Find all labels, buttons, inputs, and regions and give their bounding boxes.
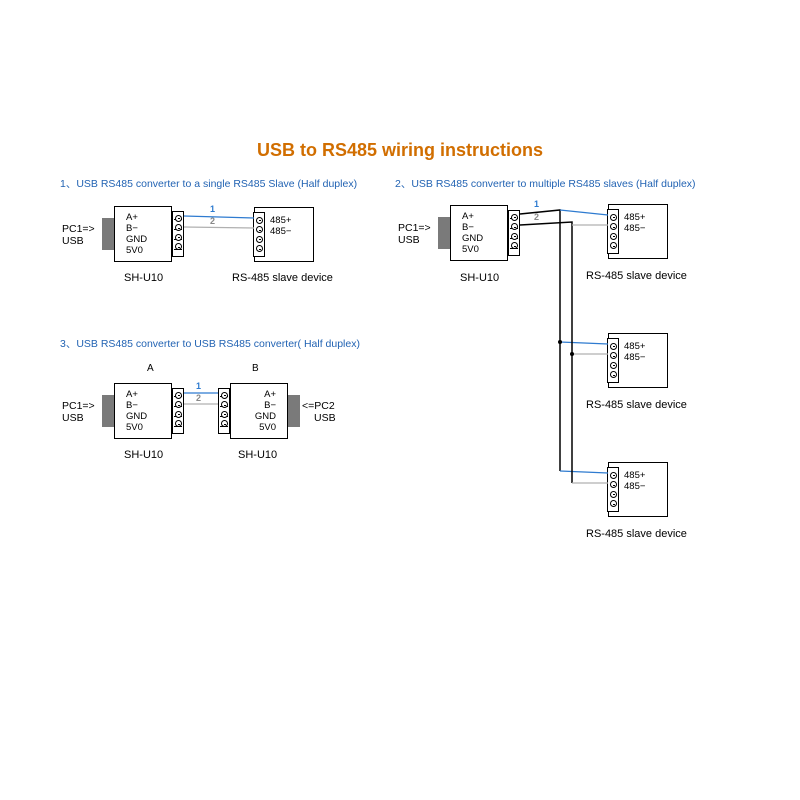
d1-shu10: A+ B− GND 5V0 — [102, 200, 184, 268]
d3-port-b: B — [252, 363, 259, 374]
d3-port-a: A — [147, 363, 154, 374]
d3-shu10-b-label: SH-U10 — [238, 449, 277, 461]
d2-slave-1-label: RS-485 slave device — [586, 270, 687, 282]
d2-slave-3-label: RS-485 slave device — [586, 528, 687, 540]
d3-wire1-num: 1 — [196, 381, 201, 391]
d1-shu10-label: SH-U10 — [124, 272, 163, 284]
d3-pc1-label: PC1=> USB — [62, 400, 95, 424]
d1-pc-label: PC1=> USB — [62, 223, 95, 247]
section-1-heading: 1、USB RS485 converter to a single RS485 … — [60, 176, 370, 191]
d1-slave: 485+ 485− — [254, 207, 314, 262]
d3-shu10-a: A+ B− GND 5V0 — [102, 377, 184, 445]
section-3-heading: 3、USB RS485 converter to USB RS485 conve… — [60, 336, 380, 351]
d2-slave-3: 485+ 485− — [608, 462, 668, 517]
d2-wire2-num: 2 — [534, 212, 539, 222]
d3-wire2-num: 2 — [196, 393, 201, 403]
d2-shu10: A+ B− GND 5V0 — [438, 199, 520, 267]
d1-wire1-num: 1 — [210, 204, 215, 214]
d2-slave-2: 485+ 485− — [608, 333, 668, 388]
section-2-heading: 2、USB RS485 converter to multiple RS485 … — [395, 176, 745, 191]
d2-slave-1: 485+ 485− — [608, 204, 668, 259]
main-title: USB to RS485 wiring instructions — [0, 140, 800, 161]
d3-pc2-label: <=PC2 USB — [302, 400, 336, 424]
d1-slave-label: RS-485 slave device — [232, 272, 333, 284]
d2-slave-2-label: RS-485 slave device — [586, 399, 687, 411]
diagram-canvas: USB to RS485 wiring instructions 1、USB R… — [0, 0, 800, 800]
d3-shu10-a-label: SH-U10 — [124, 449, 163, 461]
d2-pc-label: PC1=> USB — [398, 222, 431, 246]
d2-shu10-label: SH-U10 — [460, 272, 499, 284]
title-text: USB to RS485 wiring instructions — [257, 140, 543, 160]
d2-wire1-num: 1 — [534, 199, 539, 209]
d1-wire2-num: 2 — [210, 216, 215, 226]
d3-shu10-b: A+ B− GND 5V0 — [218, 377, 300, 445]
